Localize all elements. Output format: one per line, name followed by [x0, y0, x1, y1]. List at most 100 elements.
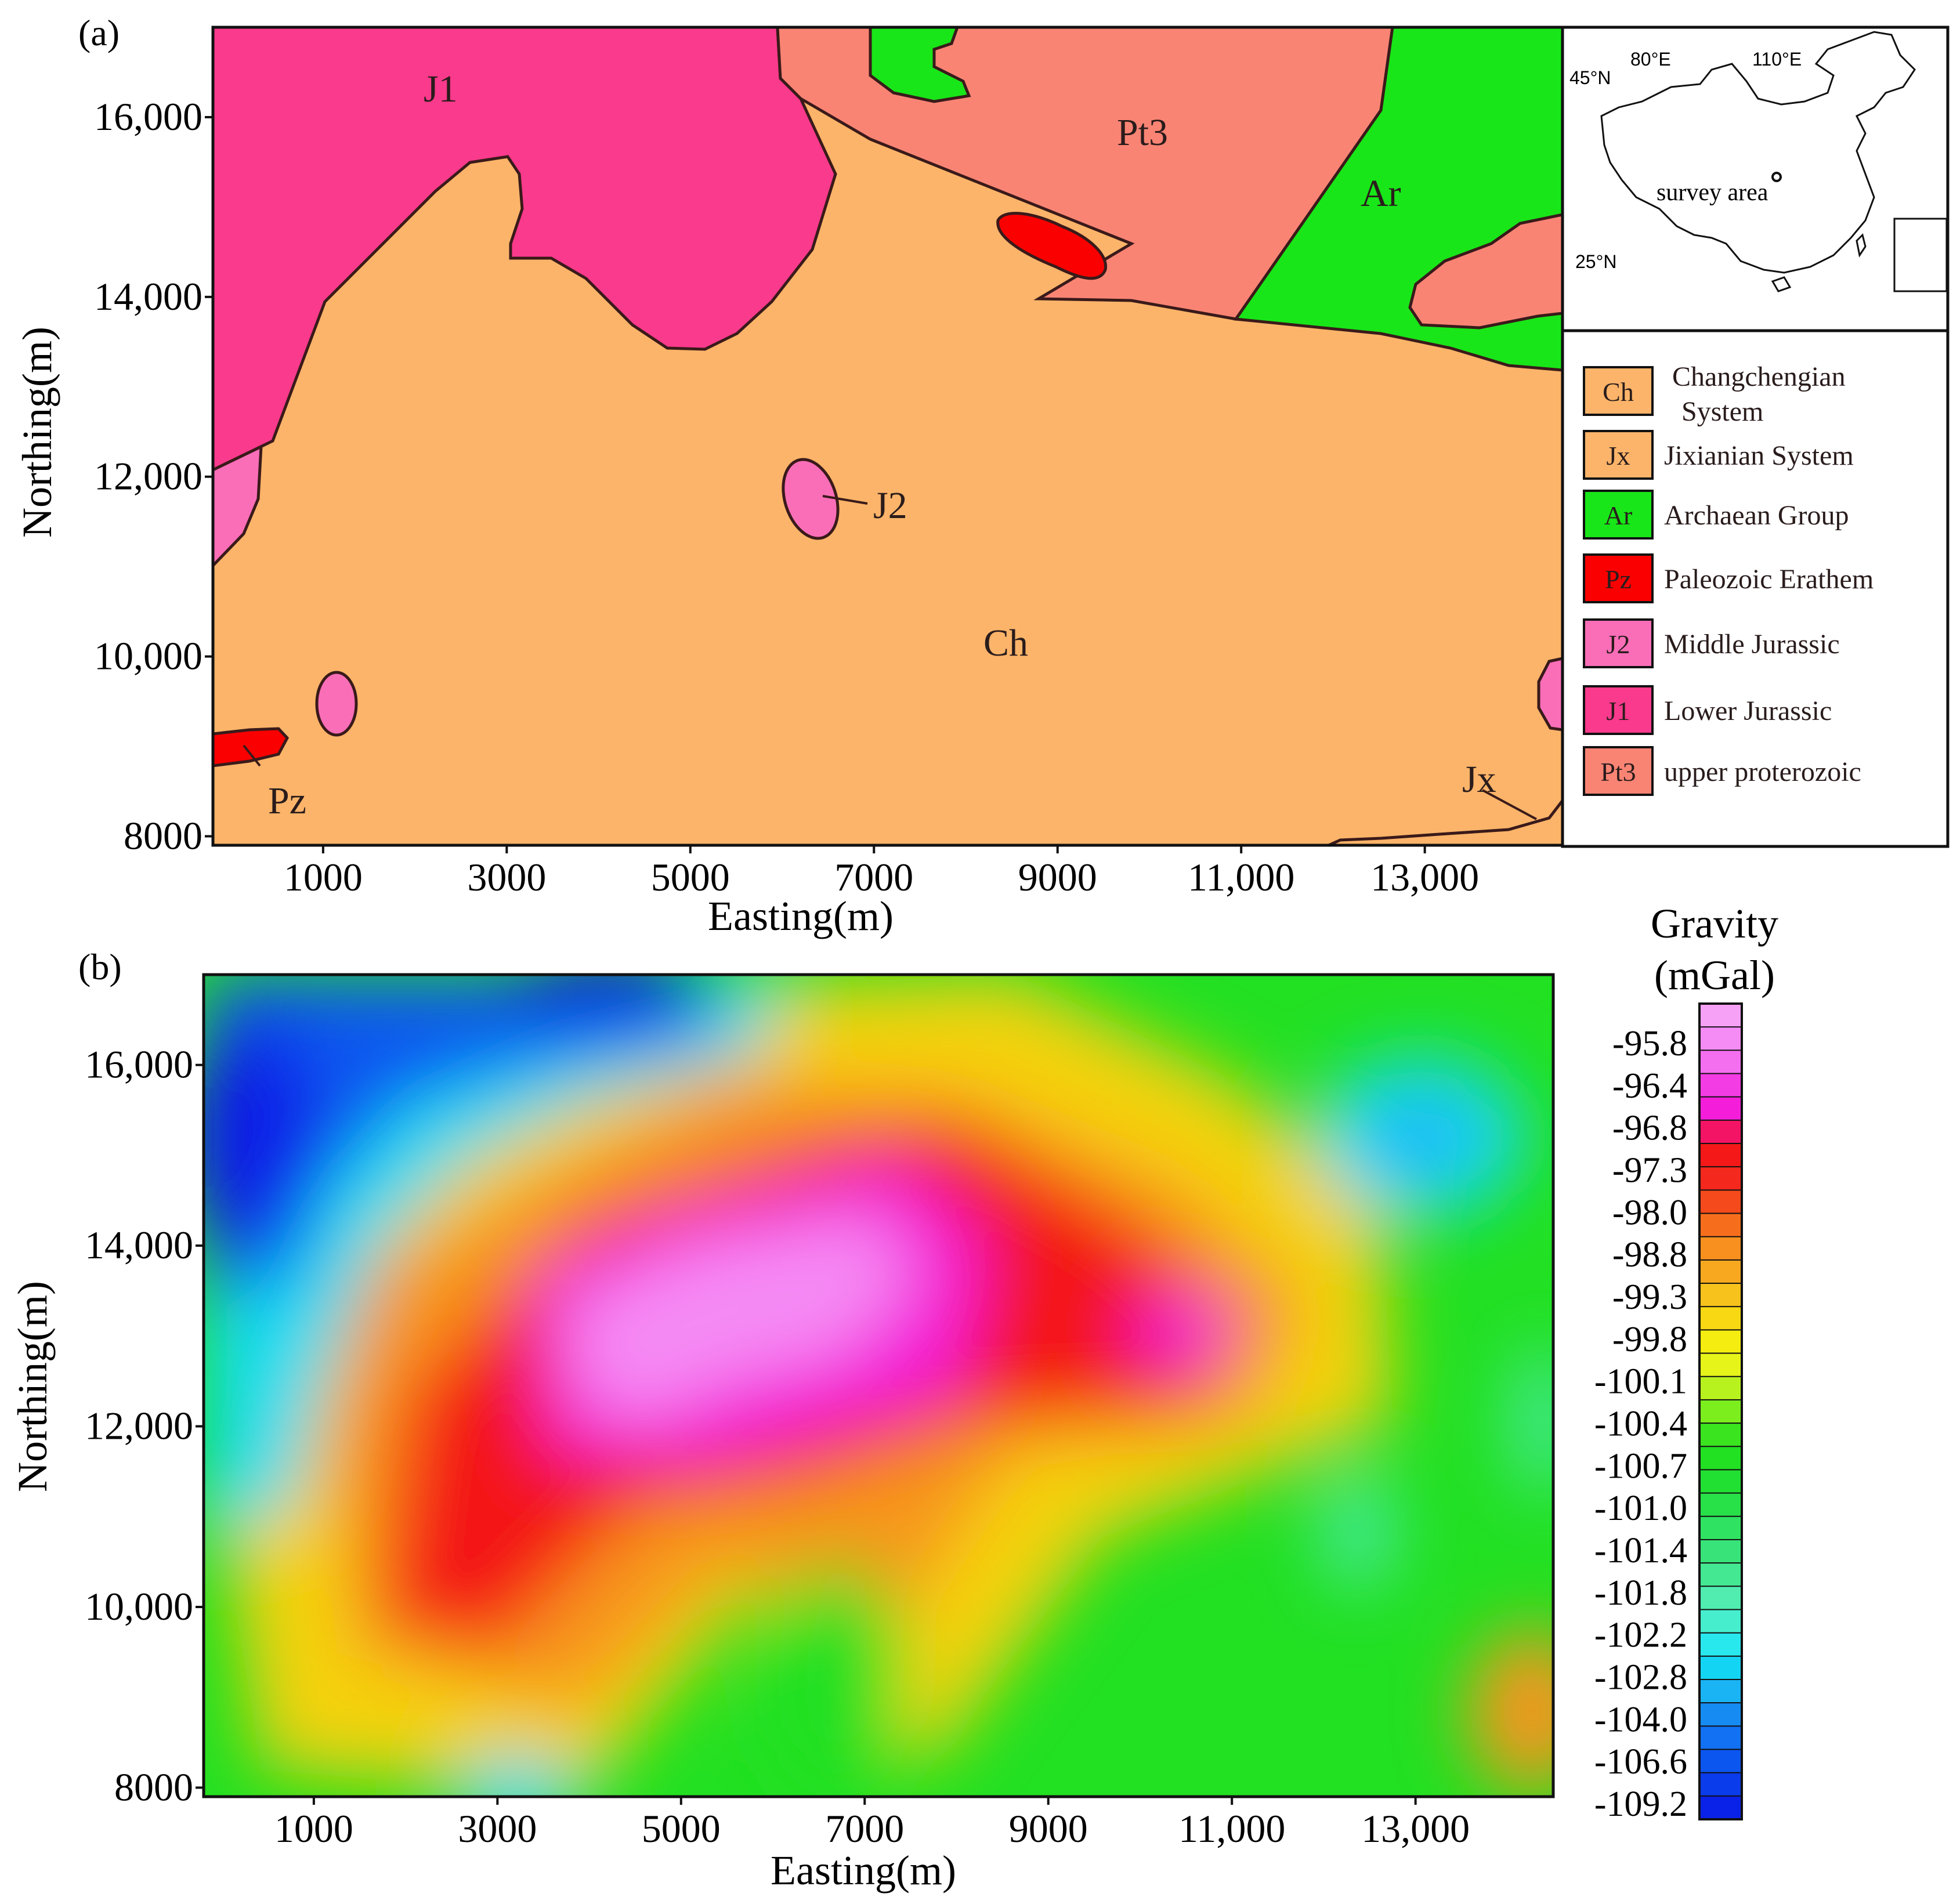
legend-swatch [1583, 746, 1654, 796]
colorbar-swatch [1699, 1166, 1742, 1191]
colorbar-swatch [1699, 1119, 1742, 1145]
label-pt3: Pt3 [1117, 111, 1168, 154]
panel-b-x-tick-label: 5000 [642, 1807, 721, 1851]
panel-a-axes: 1000 3000 5000 7000 9000 11,000 13,000 8000 10,0… [94, 95, 1479, 899]
colorbar-label: -98.8 [1612, 1235, 1687, 1275]
colorbar-swatch [1699, 1492, 1742, 1518]
pink-core [569, 1218, 917, 1421]
leader-jx [1482, 789, 1537, 820]
label-j1: J1 [424, 68, 458, 110]
panel-b-x-tick-label: 7000 [825, 1807, 904, 1851]
panel-b-y-tick-label: 8000 [114, 1765, 193, 1809]
taiwan-island-shape [1856, 233, 1867, 258]
panel-a-y-tick-label: 12,000 [94, 454, 202, 498]
legend-code: Pz [1605, 564, 1632, 594]
panel-b-y-tick-label: 14,000 [85, 1223, 193, 1267]
colorbar-swatch [1699, 1003, 1742, 1028]
panel-a-y-tick-label: 10,000 [94, 634, 202, 678]
unit-pz-area-north [996, 212, 1108, 280]
colorbar-label: -98.0 [1612, 1193, 1687, 1232]
panel-a-y-tick-label: 16,000 [94, 95, 202, 139]
teal-low-east-edge [1514, 1346, 1553, 1497]
legend-name-line2: System [1681, 396, 1763, 427]
unit-j2-area-southwest [315, 671, 358, 737]
colorbar-swatch [1699, 1725, 1742, 1750]
panel-b-x-tick-label: 11,000 [1178, 1807, 1285, 1851]
legend-swatch [1583, 685, 1654, 735]
panel-a-x-tick-label: 9000 [1018, 855, 1097, 899]
colorbar-swatch [1699, 1422, 1742, 1447]
panel-b-y-tick-label: 12,000 [85, 1404, 193, 1448]
colorbar-swatch [1699, 1049, 1742, 1075]
colorbar-label: -106.6 [1594, 1742, 1687, 1782]
china-outline-shape [1600, 31, 1916, 274]
panel-b-x-axis-label: Easting(m) [771, 1847, 956, 1894]
green-low-south [766, 1566, 905, 1797]
colorbar-label: -102.8 [1594, 1658, 1687, 1697]
unit-pz-area-southwest [213, 727, 290, 768]
colorbar-frame [1698, 1002, 1743, 1820]
teal-low-south-east [1323, 1474, 1393, 1590]
colorbar-label: -96.8 [1612, 1109, 1687, 1148]
colorbar-label: -100.7 [1594, 1446, 1687, 1486]
panel-a-label: (a) [78, 12, 120, 53]
legend-name: upper proterozoic [1664, 756, 1861, 787]
leader-j2 [822, 495, 868, 505]
map-labels: J1 Pt3 Ar Ch J2 Pz Jx [268, 68, 1496, 822]
legend-name: Archaean Group [1664, 500, 1849, 531]
colorbar-title-line2: (mGal) [1654, 952, 1775, 998]
panel-a-y-tick-label: 14,000 [94, 274, 202, 318]
unit-j2-area-center [782, 458, 840, 540]
colorbar-swatch [1699, 1749, 1742, 1774]
panel-b-y-axis-label: Northing(m) [9, 1281, 56, 1492]
colorbar-swatch [1699, 1096, 1742, 1121]
inset-survey-area-label: survey area [1657, 179, 1768, 206]
deep-blue-low-west [204, 1021, 319, 1253]
unit-j2-area-east [1537, 657, 1563, 732]
colorbar-label: -96.4 [1612, 1066, 1687, 1106]
colorbar-label: -99.3 [1612, 1277, 1687, 1317]
label-pz: Pz [268, 780, 306, 822]
panel-a-x-tick-label: 3000 [467, 855, 546, 899]
colorbar-swatch [1699, 1586, 1742, 1610]
legend-code: Ch [1603, 377, 1634, 407]
inset-lon-110: 110°E [1752, 49, 1802, 70]
cyan-low-south [458, 1756, 574, 1797]
colorbar-label: -101.0 [1594, 1489, 1687, 1528]
colorbar-label: -101.4 [1594, 1531, 1687, 1570]
colorbar-swatch [1699, 1073, 1742, 1098]
colorbar-label: -104.0 [1594, 1700, 1687, 1739]
colorbar-label: -97.3 [1612, 1151, 1687, 1190]
legend-swatch [1583, 430, 1654, 480]
label-j2: J2 [873, 484, 907, 527]
panel-b-x-tick-label: 3000 [458, 1807, 537, 1851]
panel-b-label: (b) [78, 946, 122, 987]
colorbar-label: -95.8 [1612, 1024, 1687, 1063]
legend-swatch [1583, 366, 1654, 416]
label-jx: Jx [1462, 758, 1496, 801]
cyan-low-east-core [1369, 1096, 1474, 1178]
panel-a-x-tick-label: 1000 [284, 855, 363, 899]
colorbar-swatch [1699, 1655, 1742, 1681]
colorbar-swatch [1699, 1283, 1742, 1308]
colorbar-swatch [1699, 1446, 1742, 1471]
legend-swatch [1583, 553, 1654, 603]
colorbar-label: -100.1 [1594, 1362, 1687, 1402]
panel-a-x-tick-label: 7000 [834, 855, 913, 899]
legend-code: Jx [1607, 441, 1630, 470]
survey-area-marker [1771, 172, 1782, 182]
panel-b-y-tick-label: 10,000 [85, 1584, 193, 1628]
gravity-colorbar: Gravity (mGal) -95.8-96.4-96.8-97.3-98.0… [1594, 900, 1778, 1824]
colorbar-swatch [1699, 1143, 1742, 1168]
colorbar-label: -109.2 [1594, 1784, 1687, 1824]
leader-pz [243, 744, 261, 767]
unit-ar-area-north [869, 27, 971, 103]
panel-a-x-tick-label: 5000 [651, 855, 730, 899]
panel-b-y-tick-label: 16,000 [85, 1043, 193, 1087]
panel-a-x-axis-label: Easting(m) [708, 893, 894, 939]
colorbar-label: -99.8 [1612, 1320, 1687, 1359]
colorbar-label: -102.2 [1594, 1616, 1687, 1655]
inset-lat-45: 45°N [1569, 67, 1611, 88]
legend-name: Middle Jurassic [1664, 629, 1840, 660]
